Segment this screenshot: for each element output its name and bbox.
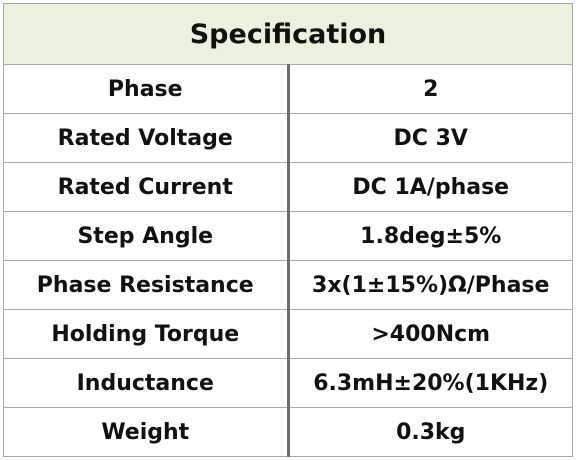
spec-label: Rated Current xyxy=(3,162,290,212)
spec-label: Phase xyxy=(3,64,290,114)
spec-label: Inductance xyxy=(3,358,290,408)
table-row: Rated Voltage DC 3V xyxy=(3,113,573,163)
spec-label: Rated Voltage xyxy=(3,113,290,163)
spec-value: DC 3V xyxy=(287,113,573,163)
spec-value: >400Ncm xyxy=(287,309,573,359)
spec-value: 2 xyxy=(287,64,573,114)
table-header-row: Specification xyxy=(3,3,573,65)
spec-value: 0.3kg xyxy=(287,407,573,457)
table-row: Rated Current DC 1A/phase xyxy=(3,162,573,212)
spec-label: Weight xyxy=(3,407,290,457)
spec-label: Phase Resistance xyxy=(3,260,290,310)
table-row: Phase Resistance 3x(1±15%)Ω/Phase xyxy=(3,260,573,310)
table-row: Weight 0.3kg xyxy=(3,407,573,457)
spec-value: 3x(1±15%)Ω/Phase xyxy=(287,260,573,310)
specification-table: Specification Phase 2 Rated Voltage DC 3… xyxy=(3,3,573,457)
table-row: Phase 2 xyxy=(3,64,573,114)
table-row: Step Angle 1.8deg±5% xyxy=(3,211,573,261)
spec-label: Holding Torque xyxy=(3,309,290,359)
spec-value: DC 1A/phase xyxy=(287,162,573,212)
spec-label: Step Angle xyxy=(3,211,290,261)
spec-value: 6.3mH±20%(1KHz) xyxy=(287,358,573,408)
table-row: Inductance 6.3mH±20%(1KHz) xyxy=(3,358,573,408)
table-header: Specification xyxy=(3,3,573,65)
table-row: Holding Torque >400Ncm xyxy=(3,309,573,359)
spec-value: 1.8deg±5% xyxy=(287,211,573,261)
